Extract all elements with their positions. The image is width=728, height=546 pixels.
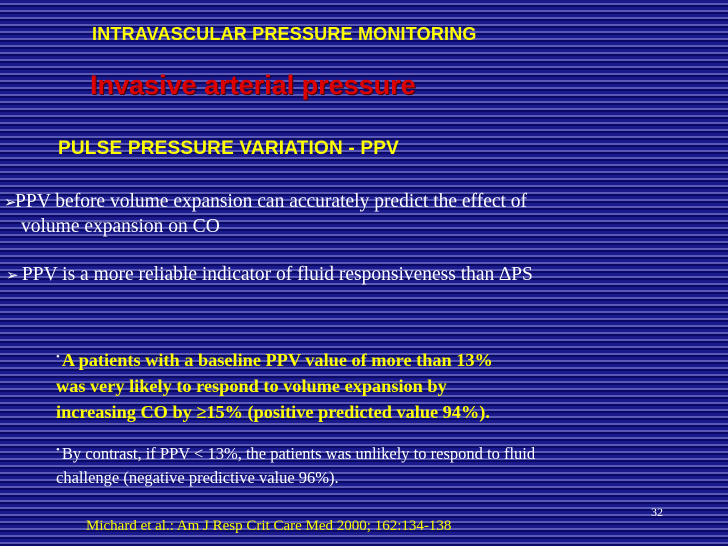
bullet-ppv-reliable: ➢ PPV is a more reliable indicator of fl… (6, 263, 721, 288)
bullet-text-line2: volume expansion on CO (21, 216, 220, 237)
dot-bullet-icon: • (56, 351, 60, 363)
arrow-bullet-icon: ➢ (4, 195, 17, 211)
slide-subtitle: Invasive arterial pressure (90, 70, 416, 100)
dot-bullet-icon: • (56, 444, 60, 456)
finding-line: By contrast, if PPV < 13%, the patients … (61, 444, 536, 463)
slide-number: 32 (651, 505, 663, 519)
finding-negative-predictive: • By contrast, if PPV < 13%, the patients… (56, 438, 696, 490)
bullet-text-line1: PPV before volume expansion can accurate… (15, 191, 528, 212)
slide-title: INTRAVASCULAR PRESSURE MONITORING (92, 24, 477, 44)
section-title: PULSE PRESSURE VARIATION - PPV (58, 138, 400, 159)
finding-line: was very likely to respond to volume exp… (56, 376, 447, 396)
bullet-ppv-predicts: ➢PPV before volume expansion can accurat… (4, 190, 704, 239)
finding-line: increasing CO by ≥15% (positive predicte… (56, 402, 490, 422)
finding-positive-predictive: • A patients with a baseline PPV value of… (56, 344, 676, 425)
bullet-text: PPV is a more reliable indicator of flui… (17, 264, 533, 285)
finding-line: challenge (negative predictive value 96%… (56, 468, 339, 487)
citation: Michard et al.: Am J Resp Crit Care Med … (86, 518, 452, 534)
finding-line: A patients with a baseline PPV value of … (61, 350, 493, 370)
arrow-bullet-icon: ➢ (6, 268, 19, 284)
